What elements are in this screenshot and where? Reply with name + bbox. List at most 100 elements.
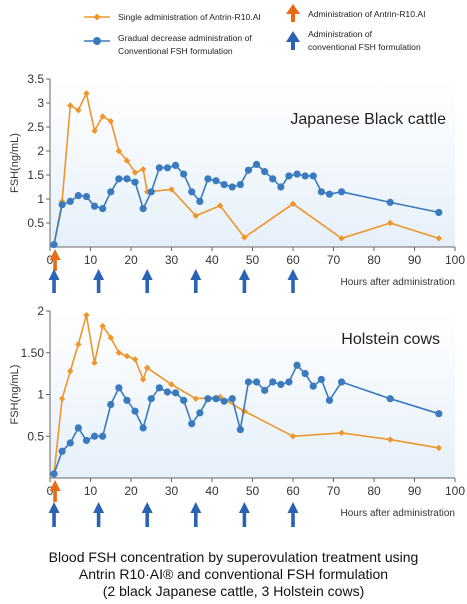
data-point-gradual	[74, 424, 82, 432]
x-tick-label: 100	[445, 253, 465, 267]
data-point-gradual	[74, 192, 82, 200]
x-tick-label: 100	[445, 484, 465, 498]
data-point-gradual	[171, 161, 180, 169]
data-point-gradual	[228, 183, 236, 191]
legend-gradual-label-line2: Conventional FSH formulation	[118, 46, 233, 56]
data-point-gradual	[228, 395, 236, 403]
data-point-single	[216, 202, 224, 209]
data-point-single	[83, 90, 90, 97]
y-tick-label: 3.5	[27, 72, 44, 86]
data-point-gradual	[435, 410, 443, 418]
y-tick-label: 3	[37, 96, 44, 110]
data-point-single	[192, 212, 199, 219]
x-tick-label: 90	[408, 484, 422, 498]
arrow-conventional-fsh-icon	[141, 502, 153, 527]
y-tick-label: 1	[37, 388, 44, 402]
data-point-gradual	[131, 407, 139, 415]
data-point-gradual	[188, 188, 196, 196]
data-point-gradual	[99, 205, 107, 213]
data-point-gradual	[107, 400, 115, 409]
caption-line-1: Blood FSH concentration by superovulatio…	[48, 549, 419, 565]
data-point-gradual	[139, 424, 147, 432]
data-point-single	[99, 113, 106, 120]
data-point-gradual	[212, 395, 220, 403]
data-point-gradual	[180, 170, 188, 178]
legend-gradual-label-line1: Gradual decrease administration of	[118, 33, 252, 43]
data-point-gradual	[66, 197, 74, 205]
data-point-gradual	[171, 389, 180, 397]
legend-arrow-blue-label-line1: Administration of	[308, 29, 373, 39]
data-point-single	[139, 166, 147, 173]
data-point-gradual	[82, 193, 91, 201]
legend-arrow-blue-label-line2: conventional FSH formulation	[308, 42, 421, 52]
data-point-gradual	[212, 177, 220, 185]
data-point-gradual	[301, 370, 309, 378]
data-point-gradual	[123, 175, 131, 183]
data-point-gradual	[204, 395, 212, 403]
data-point-gradual	[107, 188, 115, 196]
data-point-single	[107, 118, 114, 125]
data-point-gradual	[269, 175, 277, 183]
y-tick-label: 0.5	[27, 429, 44, 443]
chart-japanese-black-cattle: 0.511.522.533.50102030405060708090100FSH…	[9, 72, 465, 293]
legend-arrow-orange-label: Administration of Antrin-R10.AI	[308, 9, 426, 19]
data-point-gradual	[317, 188, 325, 196]
data-point-gradual	[115, 175, 123, 183]
data-point-gradual	[236, 181, 244, 189]
data-point-gradual	[66, 439, 74, 447]
arrow-conventional-fsh-icon	[93, 502, 105, 527]
data-point-single	[139, 376, 147, 383]
data-point-gradual	[196, 409, 204, 417]
arrow-conventional-fsh-icon	[190, 269, 202, 293]
data-point-gradual	[204, 175, 212, 183]
x-tick-label: 80	[367, 253, 381, 267]
data-point-gradual	[435, 208, 443, 217]
data-point-gradual	[147, 395, 155, 403]
data-point-gradual	[386, 198, 394, 206]
data-point-gradual	[244, 378, 253, 386]
data-point-gradual	[338, 188, 346, 196]
x-axis-label: Hours after administration	[341, 277, 456, 288]
data-point-gradual	[188, 420, 196, 428]
x-tick-label: 30	[165, 484, 179, 498]
data-point-gradual	[155, 164, 163, 172]
data-point-gradual	[58, 447, 66, 455]
caption: Blood FSH concentration by superovulatio…	[0, 549, 467, 600]
x-tick-label: 20	[124, 484, 138, 498]
data-point-single	[123, 352, 131, 360]
legend-gradual-marker	[93, 37, 101, 45]
plot-background	[50, 311, 455, 478]
caption-line-2: Antrin R10·AI® and conventional FSH form…	[78, 566, 389, 582]
arrow-conventional-fsh-icon	[190, 502, 202, 527]
arrow-conventional-fsh-icon	[48, 269, 60, 293]
data-point-gradual	[131, 178, 139, 186]
data-point-gradual	[325, 396, 334, 404]
legend-single-label: Single administration of Antrin-R10.AI	[118, 12, 261, 22]
data-point-gradual	[325, 190, 334, 198]
data-point-gradual	[293, 170, 301, 178]
y-axis-label: FSH(ng/mL)	[9, 365, 21, 425]
x-tick-label: 10	[84, 484, 98, 498]
data-point-single	[338, 235, 345, 242]
data-point-gradual	[196, 197, 204, 205]
data-point-single	[91, 127, 98, 135]
arrow-conventional-fsh-icon	[238, 269, 250, 293]
data-point-gradual	[386, 395, 394, 403]
y-tick-label: 2	[37, 304, 44, 318]
data-point-gradual	[285, 172, 293, 180]
data-point-single	[107, 334, 114, 341]
data-point-gradual	[285, 378, 293, 386]
data-point-single	[99, 322, 106, 330]
data-point-gradual	[99, 432, 107, 440]
y-tick-label: 2.5	[27, 120, 44, 134]
data-point-gradual	[338, 378, 346, 386]
data-point-single	[387, 219, 394, 227]
data-point-gradual	[180, 396, 188, 404]
y-tick-label: 1.50	[21, 346, 45, 360]
data-point-single	[67, 367, 74, 375]
chart-holstein-cows: 0.511.5020102030405060708090100FSH(ng/mL…	[9, 304, 465, 527]
data-point-gradual	[244, 166, 253, 174]
data-point-single	[435, 235, 442, 242]
data-point-single	[67, 102, 74, 109]
y-tick-label: 1.5	[27, 168, 44, 182]
